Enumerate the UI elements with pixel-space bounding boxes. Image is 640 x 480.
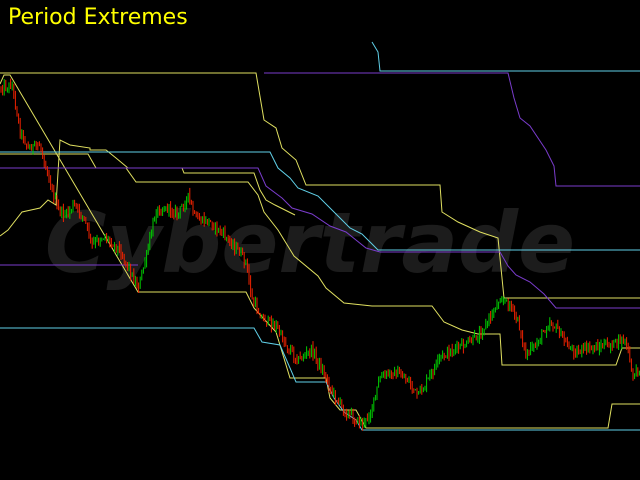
chart-title: Period Extremes bbox=[8, 5, 188, 30]
band-lines bbox=[0, 41, 640, 431]
band-line-5 bbox=[0, 151, 640, 251]
band-line-7 bbox=[0, 167, 640, 309]
candles bbox=[0, 78, 640, 431]
watermark: Cybertrade bbox=[45, 194, 575, 292]
band-line-8 bbox=[264, 72, 640, 187]
band-line-2 bbox=[0, 139, 296, 237]
band-line-0 bbox=[0, 72, 640, 299]
band-line-1 bbox=[0, 153, 640, 366]
band-line-4 bbox=[371, 41, 640, 72]
band-line-6 bbox=[0, 327, 640, 431]
band-line-3 bbox=[0, 74, 640, 429]
